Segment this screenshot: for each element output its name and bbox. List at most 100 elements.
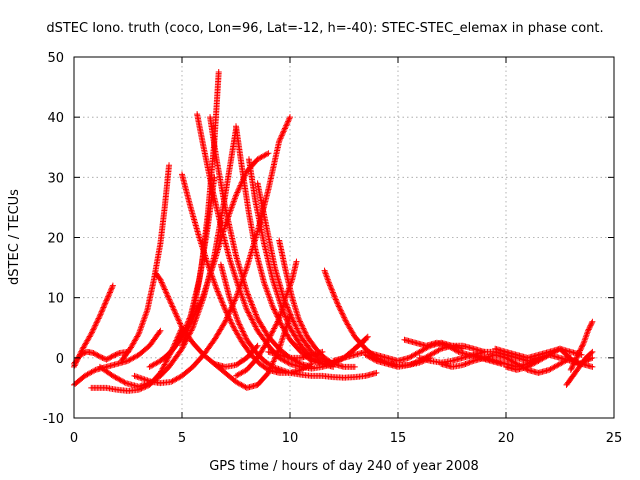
data-point xyxy=(270,358,277,365)
data-point xyxy=(293,324,300,331)
data-point xyxy=(218,298,225,305)
data-point xyxy=(121,379,128,386)
data-point xyxy=(247,313,254,320)
data-point xyxy=(252,323,259,330)
data-point xyxy=(90,350,97,357)
data-point xyxy=(265,336,272,343)
data-point xyxy=(252,311,259,318)
data-point xyxy=(281,367,288,374)
data-point xyxy=(246,295,253,302)
axis-ticks: 0 5 10 15 20 25 -10 0 10 20 30 40 50 xyxy=(43,51,623,446)
data-point xyxy=(227,307,234,314)
data-point xyxy=(584,357,591,364)
data-point xyxy=(109,284,116,291)
data-point xyxy=(265,150,272,157)
data-point xyxy=(233,192,239,199)
data-point xyxy=(222,306,229,313)
data-point xyxy=(579,342,586,349)
data-point xyxy=(243,306,250,313)
data-point xyxy=(373,369,380,376)
data-point xyxy=(221,320,228,327)
data-point xyxy=(296,360,303,367)
data-point xyxy=(296,330,303,337)
data-point xyxy=(341,314,348,321)
data-point xyxy=(291,319,298,326)
data-point xyxy=(295,315,302,322)
data-point xyxy=(465,359,472,366)
x-tick-label: 5 xyxy=(178,431,186,446)
data-point xyxy=(112,351,119,358)
data-point xyxy=(582,357,589,364)
data-point xyxy=(251,320,257,327)
data-point xyxy=(135,383,142,390)
data-point xyxy=(328,285,335,292)
data-point xyxy=(589,363,596,370)
data-point xyxy=(134,373,141,380)
data-point xyxy=(341,315,348,322)
data-point xyxy=(271,306,278,313)
data-point xyxy=(138,375,145,382)
data-point xyxy=(282,368,289,375)
data-point xyxy=(269,303,276,310)
data-point xyxy=(236,321,243,328)
data-point xyxy=(94,316,101,323)
data-point xyxy=(214,287,221,294)
data-point xyxy=(333,297,340,304)
data-point xyxy=(214,288,221,295)
data-point xyxy=(105,292,112,299)
data-point xyxy=(160,283,167,290)
data-point xyxy=(268,362,275,369)
data-point xyxy=(364,333,371,340)
data-point xyxy=(80,350,87,357)
data-point xyxy=(215,291,222,298)
data-point xyxy=(135,332,142,339)
data-point xyxy=(117,377,124,384)
data-point xyxy=(103,296,110,303)
data-point xyxy=(585,356,592,363)
data-point xyxy=(105,293,112,300)
data-point xyxy=(216,292,223,299)
data-point xyxy=(109,353,116,360)
data-point xyxy=(267,332,274,339)
data-point xyxy=(168,302,175,309)
data-point xyxy=(569,362,576,369)
data-point xyxy=(569,357,576,364)
data-point xyxy=(248,315,255,322)
data-point xyxy=(337,307,344,314)
data-point xyxy=(217,294,224,301)
data-point xyxy=(235,186,242,193)
data-point xyxy=(243,288,250,295)
data-point xyxy=(109,372,116,379)
data-point xyxy=(281,310,288,317)
y-tick-label: 20 xyxy=(47,232,64,247)
data-point xyxy=(227,317,234,324)
data-point xyxy=(267,364,274,371)
data-point xyxy=(588,321,595,328)
data-point xyxy=(240,329,247,336)
y-tick-label: 30 xyxy=(47,171,64,186)
data-point xyxy=(589,354,596,361)
data-point xyxy=(284,368,291,375)
data-point xyxy=(215,69,222,76)
data-point xyxy=(113,351,120,358)
data-point xyxy=(245,309,252,316)
data-point xyxy=(294,326,301,333)
data-point xyxy=(90,325,97,332)
data-point xyxy=(112,374,119,381)
y-axis-label: dSTEC / TECUs xyxy=(7,189,22,285)
data-point xyxy=(269,361,276,368)
y-tick-label: 50 xyxy=(47,51,64,66)
data-point xyxy=(285,307,292,314)
data-point xyxy=(335,302,342,309)
data-point xyxy=(158,279,165,286)
data-point xyxy=(271,355,278,362)
data-point xyxy=(580,359,587,366)
data-point xyxy=(172,309,179,316)
x-tick-label: 20 xyxy=(498,431,515,446)
data-point xyxy=(138,382,145,389)
data-point xyxy=(319,348,326,355)
series-sat-12 xyxy=(179,171,315,376)
data-point xyxy=(361,337,368,344)
data-point xyxy=(334,300,341,307)
data-point xyxy=(332,296,339,303)
